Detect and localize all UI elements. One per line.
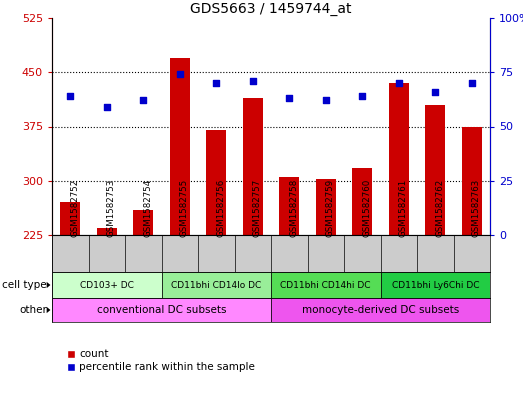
Bar (60, 202, 81, 235)
Text: GSM1582752: GSM1582752 (70, 178, 79, 237)
Point (176, 71, 184, 77)
Bar (425, 105, 445, 235)
Text: GSM1582761: GSM1582761 (399, 178, 408, 237)
Text: GSM1582755: GSM1582755 (180, 178, 189, 237)
Bar (52, 272, 162, 298)
Point (66, 93, 74, 99)
Bar (52, 298, 271, 322)
Bar (243, 97, 263, 235)
Bar (352, 168, 372, 235)
Point (212, 80, 220, 86)
Text: GSM1582762: GSM1582762 (435, 178, 444, 237)
Text: CD11bhi CD14lo DC: CD11bhi CD14lo DC (171, 281, 262, 290)
Bar (169, 58, 190, 235)
Text: cell type: cell type (2, 280, 47, 290)
Bar (279, 177, 299, 235)
Point (358, 93, 367, 99)
Bar (271, 272, 381, 298)
Text: CD103+ DC: CD103+ DC (80, 281, 134, 290)
Point (322, 97, 330, 104)
Bar (271, 298, 490, 322)
Bar (462, 127, 482, 235)
Bar (133, 210, 153, 235)
Bar (381, 272, 490, 298)
Point (285, 95, 293, 101)
Text: GSM1582756: GSM1582756 (216, 178, 225, 237)
Point (394, 80, 403, 86)
Bar (206, 130, 226, 235)
Bar (162, 272, 271, 298)
Point (468, 80, 476, 86)
Text: CD11bhi Ly6Chi DC: CD11bhi Ly6Chi DC (392, 281, 479, 290)
Legend: count, percentile rank within the sample: count, percentile rank within the sample (62, 345, 259, 376)
Point (248, 78, 257, 84)
Text: GSM1582753: GSM1582753 (107, 178, 116, 237)
Point (139, 97, 147, 104)
Text: GSM1582757: GSM1582757 (253, 178, 262, 237)
Text: GSM1582763: GSM1582763 (472, 178, 481, 237)
Bar (389, 83, 409, 235)
Text: GSM1582754: GSM1582754 (143, 178, 152, 237)
Text: GSM1582759: GSM1582759 (326, 179, 335, 237)
Text: monocyte-derived DC subsets: monocyte-derived DC subsets (302, 305, 459, 315)
Point (103, 104, 111, 110)
Bar (97, 228, 117, 235)
Text: GSM1582758: GSM1582758 (289, 178, 298, 237)
Text: conventional DC subsets: conventional DC subsets (97, 305, 226, 315)
Point (431, 89, 439, 95)
Bar (316, 179, 336, 235)
Title: GDS5663 / 1459744_at: GDS5663 / 1459744_at (190, 2, 352, 16)
Text: GSM1582760: GSM1582760 (362, 178, 371, 237)
Text: CD11bhi CD14hi DC: CD11bhi CD14hi DC (280, 281, 371, 290)
Text: other: other (19, 305, 47, 315)
